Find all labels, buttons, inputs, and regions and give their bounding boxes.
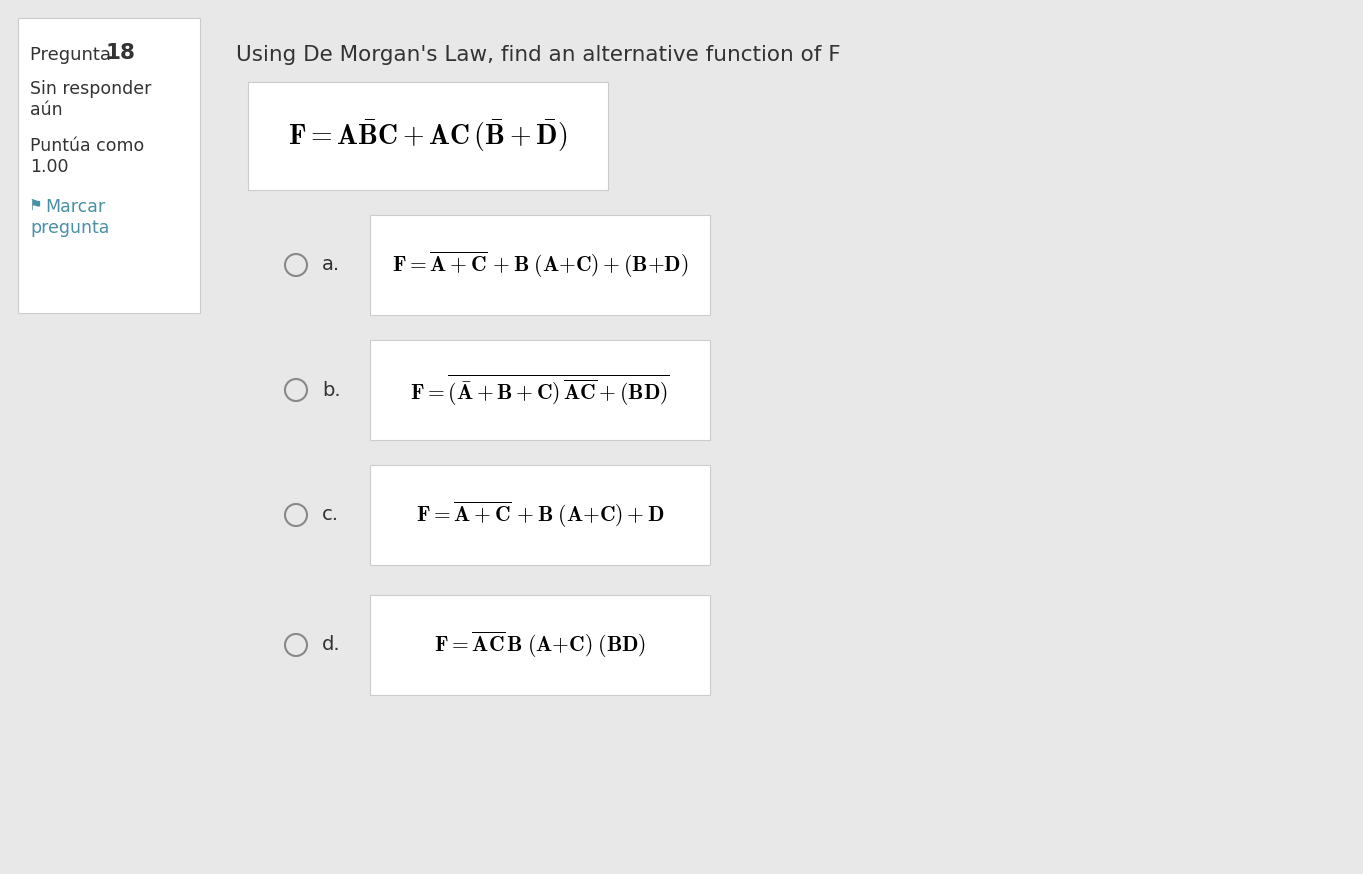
Text: Sin responder: Sin responder [30,80,151,98]
FancyBboxPatch shape [369,215,710,315]
Text: Pregunta: Pregunta [30,46,117,64]
Text: Puntúa como: Puntúa como [30,137,144,155]
Text: b.: b. [322,380,341,399]
FancyBboxPatch shape [369,595,710,695]
Text: c.: c. [322,505,339,524]
Text: 1.00: 1.00 [30,158,68,176]
FancyBboxPatch shape [248,82,608,190]
Text: $\mathbf{F = \overline{A + C}\,+B\;(A{+}C) + (B{+}D)}$: $\mathbf{F = \overline{A + C}\,+B\;(A{+}… [391,250,688,281]
FancyBboxPatch shape [369,340,710,440]
Text: 18: 18 [106,43,136,63]
Text: $\mathbf{F = \overline{AC}\,B\;(A{+}C)\;(BD)}$: $\mathbf{F = \overline{AC}\,B\;(A{+}C)\;… [433,630,646,660]
Text: Marcar: Marcar [45,198,105,216]
Text: pregunta: pregunta [30,219,109,237]
FancyBboxPatch shape [18,18,200,313]
Text: aún: aún [30,101,63,119]
Text: d.: d. [322,635,341,655]
Text: Using De Morgan's Law, find an alternative function of F: Using De Morgan's Law, find an alternati… [236,45,841,65]
FancyBboxPatch shape [369,465,710,565]
Text: $\mathbf{F = \overline{A + C}\,+B\;(A{+}C) +D}$: $\mathbf{F = \overline{A + C}\,+B\;(A{+}… [416,500,664,531]
Text: ⚑: ⚑ [29,198,42,213]
Text: $\mathbf{F = A\bar{B}C + AC\,(\bar{B} + \bar{D})}$: $\mathbf{F = A\bar{B}C + AC\,(\bar{B} + … [289,118,567,154]
Text: $\mathbf{F = \overline{(\bar{A} + B + C)\,\overline{AC} + (BD)}}$: $\mathbf{F = \overline{(\bar{A} + B + C)… [410,372,671,408]
Text: a.: a. [322,255,341,274]
